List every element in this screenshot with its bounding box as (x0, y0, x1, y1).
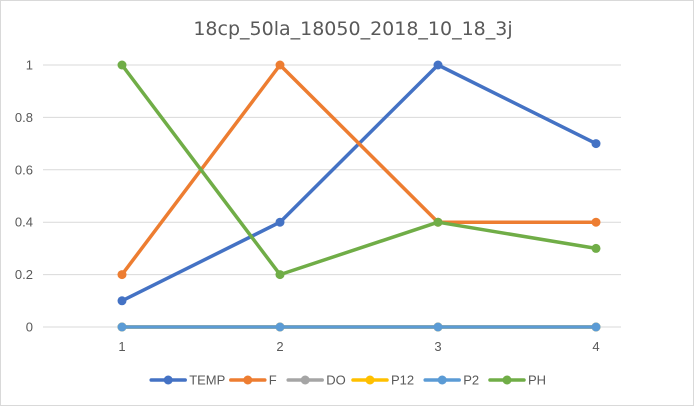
legend-swatch-marker (502, 375, 512, 385)
data-point (117, 270, 127, 280)
legend-item-p2: P2 (423, 373, 479, 388)
data-point (433, 322, 443, 332)
legend-swatch-marker (365, 375, 375, 385)
legend-swatch-marker (300, 375, 310, 385)
legend-label: P12 (391, 373, 414, 388)
legend-label: F (269, 373, 277, 388)
x-axis-ticks: 1 2 3 4 (118, 339, 599, 354)
data-point (117, 322, 127, 332)
y-axis-ticks: 0 0.2 0.4 0.6 0.8 1 (15, 58, 33, 335)
data-point (591, 243, 601, 253)
x-tick-label: 2 (276, 339, 283, 354)
data-point (433, 60, 443, 70)
legend: TEMP F DO P12 P2 PH (149, 373, 546, 388)
data-point (275, 217, 285, 227)
y-tick-label: 0.8 (15, 110, 33, 125)
legend-item-f: F (229, 373, 277, 388)
y-tick-label: 0.2 (15, 267, 33, 282)
x-tick-label: 1 (118, 339, 125, 354)
legend-item-do: DO (286, 373, 346, 388)
chart-title: 18cp_50la_18050_2018_10_18_3j (193, 18, 512, 40)
series-ph (117, 60, 601, 280)
data-point (591, 322, 601, 332)
series-p2 (117, 322, 601, 332)
legend-swatch-marker (437, 375, 447, 385)
series-line (120, 63, 598, 277)
data-point (117, 296, 127, 306)
data-point (117, 60, 127, 70)
legend-label: DO (326, 373, 346, 388)
x-tick-label: 4 (592, 339, 599, 354)
legend-label: P2 (463, 373, 479, 388)
legend-item-temp: TEMP (149, 373, 225, 388)
legend-label: TEMP (189, 373, 225, 388)
x-tick-label: 3 (434, 339, 441, 354)
y-tick-label: 0.4 (15, 215, 33, 230)
legend-swatch-marker (163, 375, 173, 385)
legend-label: PH (528, 373, 546, 388)
data-point (275, 60, 285, 70)
y-tick-label: 0.6 (15, 162, 33, 177)
series-layer (117, 60, 601, 332)
data-point (275, 322, 285, 332)
legend-item-ph: PH (488, 373, 546, 388)
legend-swatch-marker (243, 375, 253, 385)
y-tick-label: 1 (26, 58, 33, 73)
data-point (591, 217, 601, 227)
legend-item-p12: P12 (351, 373, 414, 388)
y-tick-label: 0 (26, 320, 33, 335)
gridlines (43, 64, 621, 328)
data-point (591, 139, 601, 149)
data-point (275, 270, 285, 280)
data-point (433, 217, 443, 227)
